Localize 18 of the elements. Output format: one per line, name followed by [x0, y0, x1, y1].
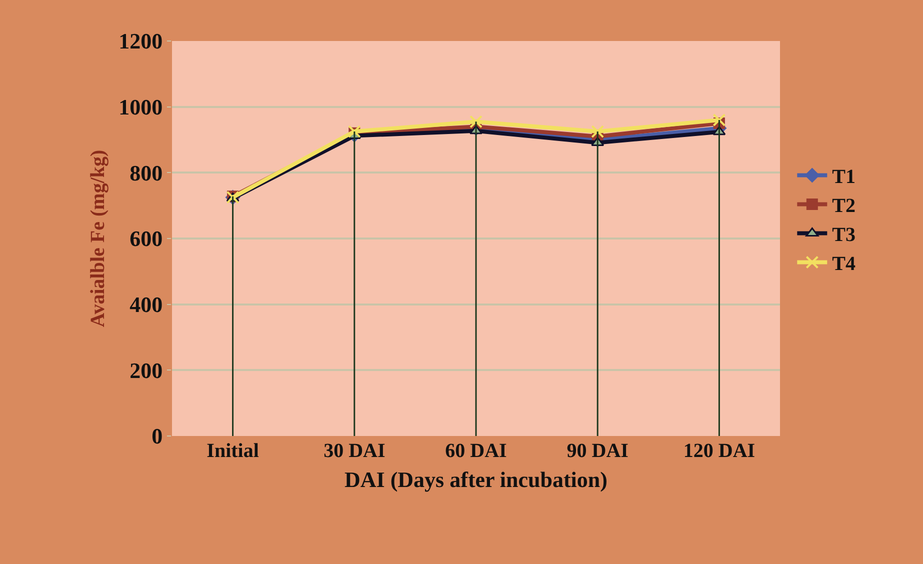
y-tick-label: 600 [130, 226, 163, 252]
y-tick-label: 800 [130, 160, 163, 186]
legend-label: T2 [832, 195, 856, 218]
y-axis-title: Avaialble Fe (mg/kg) [87, 150, 110, 328]
legend-label: T4 [832, 253, 856, 276]
x-tick-label: 60 DAI [445, 440, 508, 462]
x-tick-label: Initial [206, 440, 260, 462]
y-tick-label: 0 [152, 424, 163, 449]
y-tick-label: 1000 [118, 94, 163, 120]
y-tick-label: 400 [130, 292, 163, 318]
y-tick-label: 1200 [118, 28, 163, 54]
x-axis-title: DAI (Days after incubation) [344, 466, 608, 492]
x-tick-label: 30 DAI [324, 440, 386, 462]
legend-label: T3 [832, 224, 856, 246]
x-tick-label: 90 DAI [566, 440, 629, 462]
legend-label: T1 [832, 166, 856, 188]
x-tick-label: 120 DAI [683, 440, 756, 462]
y-tick-label: 200 [130, 358, 163, 383]
